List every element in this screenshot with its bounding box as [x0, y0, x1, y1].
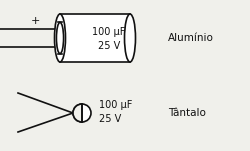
Bar	[60, 14, 130, 62]
Text: Alumínio: Alumínio	[168, 33, 214, 43]
Text: Tântalo: Tântalo	[168, 108, 206, 118]
Text: +: +	[30, 16, 40, 26]
Ellipse shape	[54, 14, 66, 62]
Ellipse shape	[124, 14, 136, 62]
Ellipse shape	[56, 22, 64, 54]
Text: 100 μF
25 V: 100 μF 25 V	[99, 100, 132, 124]
Wedge shape	[73, 104, 82, 122]
Text: 100 μF
25 V: 100 μF 25 V	[92, 27, 126, 51]
Ellipse shape	[73, 104, 91, 122]
